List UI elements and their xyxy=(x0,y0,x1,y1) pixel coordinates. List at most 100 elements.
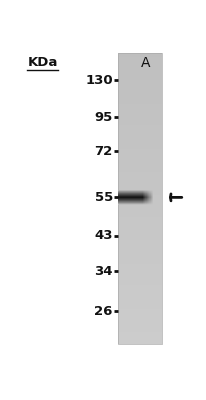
Bar xyxy=(118,77,162,79)
Bar xyxy=(118,234,162,236)
Bar xyxy=(118,88,162,89)
Bar xyxy=(118,92,162,93)
Text: 72: 72 xyxy=(95,145,113,158)
Bar xyxy=(118,112,162,114)
Bar xyxy=(118,326,162,328)
Bar xyxy=(118,179,162,181)
Bar xyxy=(118,143,162,144)
Bar xyxy=(118,270,162,271)
Bar xyxy=(118,294,162,296)
Bar xyxy=(118,168,162,169)
Bar xyxy=(118,191,162,192)
Bar xyxy=(118,309,162,310)
Bar xyxy=(118,53,162,344)
Bar xyxy=(118,329,162,330)
Bar xyxy=(118,297,162,298)
Bar xyxy=(118,66,162,67)
Bar xyxy=(118,99,162,101)
Bar xyxy=(118,236,162,238)
Bar xyxy=(118,192,162,194)
Bar xyxy=(118,303,162,304)
Bar xyxy=(118,336,162,338)
Bar xyxy=(118,150,162,152)
Bar xyxy=(118,281,162,282)
Bar xyxy=(118,332,162,334)
Bar xyxy=(118,207,162,208)
Bar xyxy=(118,266,162,268)
Bar xyxy=(118,255,162,256)
Bar xyxy=(118,131,162,133)
Bar xyxy=(118,190,162,191)
Bar xyxy=(118,83,162,85)
Bar xyxy=(118,320,162,322)
Bar xyxy=(118,74,162,76)
Bar xyxy=(118,312,162,313)
Bar xyxy=(118,76,162,77)
Bar xyxy=(118,238,162,239)
Bar xyxy=(118,117,162,118)
Bar xyxy=(118,153,162,154)
Bar xyxy=(118,111,162,112)
Bar xyxy=(118,53,162,54)
Bar xyxy=(118,243,162,245)
Bar xyxy=(118,322,162,323)
Bar xyxy=(118,261,162,262)
Text: 34: 34 xyxy=(94,265,113,278)
Bar xyxy=(118,208,162,210)
Bar xyxy=(118,93,162,95)
Bar xyxy=(118,82,162,83)
Bar xyxy=(118,124,162,125)
Bar xyxy=(118,163,162,165)
Bar xyxy=(118,307,162,309)
Bar xyxy=(118,259,162,261)
Bar xyxy=(118,306,162,307)
Bar xyxy=(118,72,162,73)
Bar xyxy=(118,334,162,335)
Bar xyxy=(118,318,162,319)
Bar xyxy=(118,233,162,234)
Bar xyxy=(118,158,162,159)
Bar xyxy=(118,172,162,174)
Bar xyxy=(118,134,162,136)
Bar xyxy=(118,128,162,130)
Bar xyxy=(118,268,162,270)
Bar xyxy=(118,175,162,176)
Bar xyxy=(118,229,162,230)
Bar xyxy=(118,217,162,218)
Bar xyxy=(118,89,162,90)
Bar xyxy=(118,250,162,252)
Bar xyxy=(118,302,162,303)
Bar xyxy=(118,204,162,206)
Bar xyxy=(118,316,162,318)
Bar xyxy=(118,69,162,70)
Bar xyxy=(118,206,162,207)
Bar xyxy=(118,57,162,58)
Bar xyxy=(118,104,162,105)
Bar xyxy=(118,222,162,223)
Bar xyxy=(118,96,162,98)
Text: 130: 130 xyxy=(85,74,113,87)
Bar xyxy=(118,127,162,128)
Bar xyxy=(118,169,162,170)
Bar xyxy=(118,54,162,56)
Bar xyxy=(118,240,162,242)
Bar xyxy=(118,254,162,255)
Bar xyxy=(118,125,162,127)
Bar xyxy=(118,202,162,204)
Bar xyxy=(118,242,162,243)
Bar xyxy=(118,109,162,111)
Bar xyxy=(118,227,162,229)
Bar xyxy=(118,140,162,141)
Bar xyxy=(118,108,162,109)
Bar xyxy=(118,138,162,140)
Bar xyxy=(118,178,162,179)
Bar xyxy=(118,86,162,88)
Bar xyxy=(118,154,162,156)
Bar xyxy=(118,174,162,175)
Bar xyxy=(118,73,162,74)
Bar xyxy=(118,201,162,202)
Bar xyxy=(118,323,162,325)
Bar xyxy=(118,61,162,63)
Bar xyxy=(118,170,162,172)
Bar xyxy=(118,282,162,284)
